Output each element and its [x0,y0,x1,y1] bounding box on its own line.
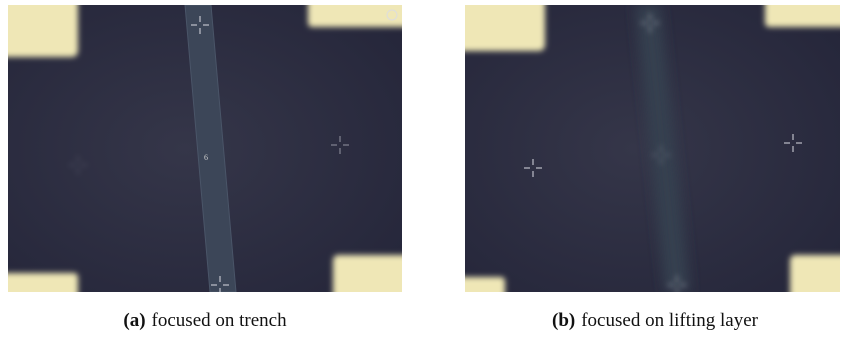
caption-b: (b) focused on lifting layer [490,310,820,332]
image-b [455,0,845,300]
images: 6 [0,0,845,300]
caption-text: focused on trench [152,310,287,331]
subfigure-label: (a) [123,310,145,331]
marker-label: 6 [204,153,208,162]
caption-a: (a) focused on trench [55,310,355,332]
caption-text: focused on lifting layer [581,310,758,331]
image-a: 6 [0,0,418,300]
figure: 6 (a) focused on trench (b) focused on lif… [0,0,845,340]
subfigure-label: (b) [552,310,575,331]
